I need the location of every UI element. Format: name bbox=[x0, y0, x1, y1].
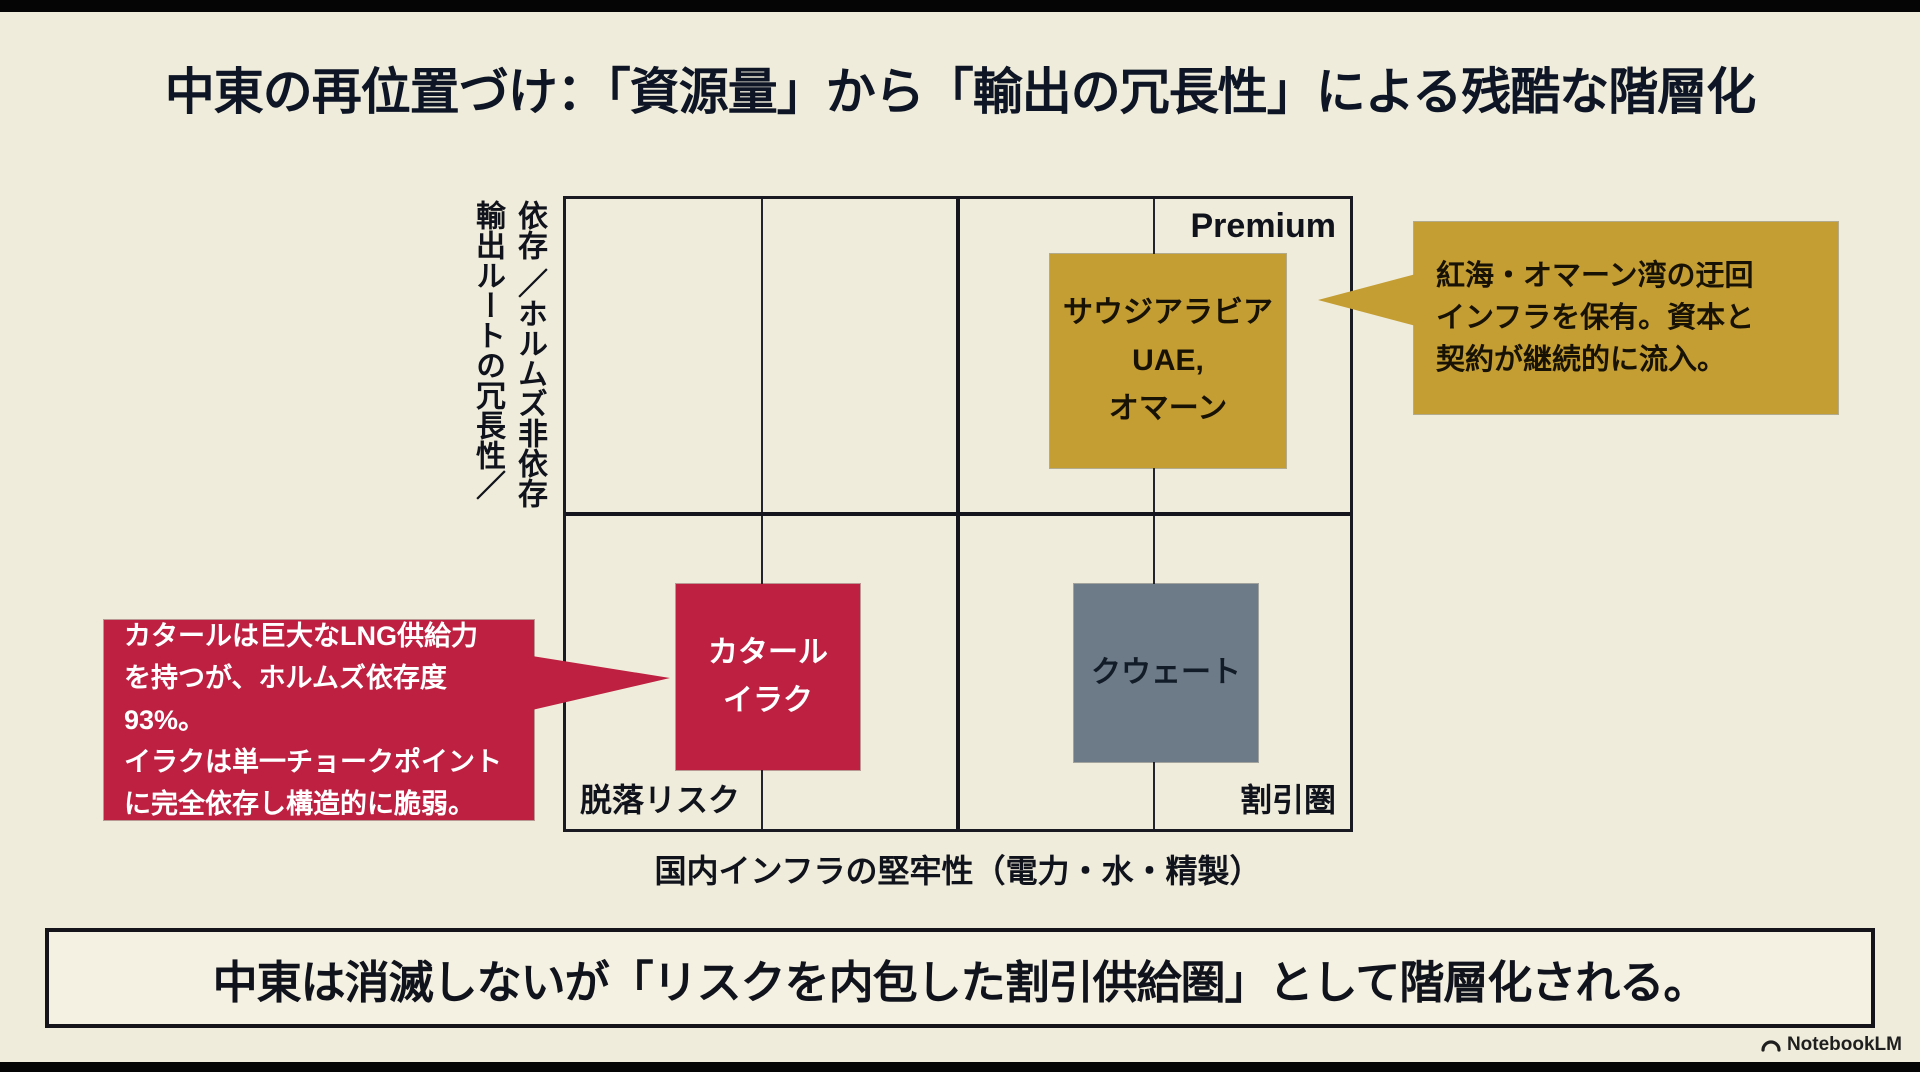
callout-risk-note: カタールは巨大なLNG供給力 を持つが、ホルムズ依存度93%。 イラクは単一チョーク… bbox=[104, 620, 670, 820]
page-title: 中東の再位置づけ：「資源量」から「輸出の冗長性」による残酷な階層化 bbox=[164, 64, 1757, 120]
x-axis-label: 国内インフラの堅牢性（電力・水・精製） bbox=[654, 853, 1262, 889]
brand-watermark: NotebookLM bbox=[1761, 1034, 1902, 1056]
callout-premium-note: 紅海・オマーン湾の迂回 インフラを保有。資本と 契約が継続的に流入。 bbox=[1318, 222, 1838, 414]
brand-name: NotebookLM bbox=[1786, 1034, 1902, 1055]
quadrant-label-dropout-risk: 脱落リスク bbox=[580, 782, 741, 818]
country-box-kuwait: クウェート bbox=[1074, 584, 1258, 762]
quadrant-label-discount-zone: 割引圏 bbox=[1239, 782, 1336, 818]
top-border-bar bbox=[0, 0, 1920, 12]
y-axis-label-line1: 輸出ルートの冗長性／ bbox=[471, 200, 504, 500]
callout-premium-note-text: 紅海・オマーン湾の迂回 インフラを保有。資本と 契約が継続的に流入。 bbox=[1436, 260, 1755, 376]
country-box-qatar-iraq: カタール イラク bbox=[676, 584, 860, 770]
quadrant-matrix: Premium 脱落リスク 割引圏 サウジアラビア UAE, オマーン カタール イラ… bbox=[563, 196, 1353, 832]
quadrant-label-premium: Premium bbox=[1190, 207, 1337, 245]
notebooklm-logo-icon bbox=[1761, 1037, 1781, 1053]
callout-tail-left-icon bbox=[1318, 274, 1416, 326]
conclusion-banner: 中東は消滅しないが「リスクを内包した割引供給圏」として階層化される。 bbox=[45, 928, 1875, 1028]
y-axis-label-line2: 依存 ／ホルムズ非依存 bbox=[513, 200, 546, 509]
bottom-border-bar bbox=[0, 1062, 1920, 1072]
callout-risk-note-text: カタールは巨大なLNG供給力 を持つが、ホルムズ依存度93%。 イラクは単一チョーク… bbox=[124, 621, 502, 819]
y-axis-label: 輸出ルートの冗長性／ 依存 ／ホルムズ非依存 bbox=[466, 200, 550, 836]
country-box-saudi-uae-oman: サウジアラビア UAE, オマーン bbox=[1050, 254, 1286, 468]
callout-tail-right-icon bbox=[532, 656, 670, 710]
grid-line-horizontal-center bbox=[566, 512, 1350, 516]
